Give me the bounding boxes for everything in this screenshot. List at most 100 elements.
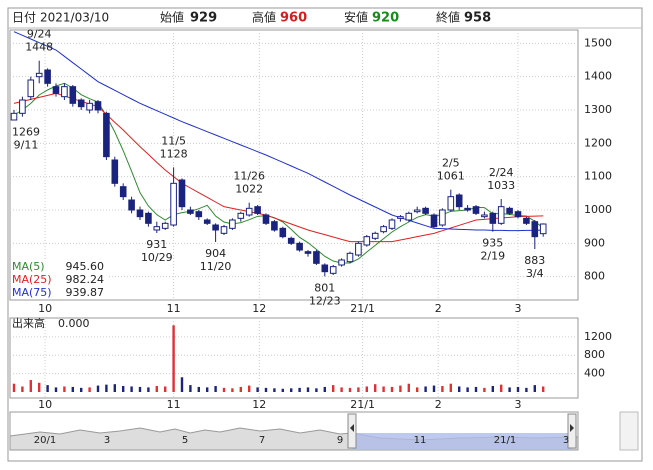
navigator-handle-left[interactable] <box>347 413 357 449</box>
navigator-label: 7 <box>259 435 265 446</box>
x-tick-label: 11 <box>167 302 181 315</box>
candle-body <box>313 251 320 264</box>
annotation-value: 935 <box>482 237 503 250</box>
volume-bar <box>542 386 545 392</box>
annotation-date: 9/24 <box>27 28 52 41</box>
legend-name: MA(5) <box>12 260 45 273</box>
candle-body <box>187 209 194 214</box>
volume-bar <box>248 385 251 392</box>
navigator-label: 21/1 <box>494 435 516 446</box>
volume-bar <box>315 388 318 392</box>
volume-bar <box>474 386 478 392</box>
candle-body <box>262 214 270 224</box>
annotation-value: 1022 <box>235 183 263 196</box>
volume-bar <box>424 386 427 392</box>
low: 920 <box>372 11 399 26</box>
annotation-value: 883 <box>524 254 545 267</box>
y-tick-label: 1200 <box>584 330 612 343</box>
candle-body <box>447 196 455 211</box>
legend-name: MA(75) <box>12 286 52 299</box>
candle-body <box>497 206 505 224</box>
candle-body <box>539 223 547 235</box>
candle-body <box>245 207 253 216</box>
candle-body <box>161 222 169 229</box>
x-tick-label: 12 <box>252 398 266 411</box>
volume-bar <box>88 387 91 392</box>
candle-body <box>195 211 203 218</box>
volume-bar <box>466 387 469 392</box>
low-label: 安値 <box>344 10 368 25</box>
volume-bar <box>458 386 461 392</box>
annotation-date: 11/5 <box>161 134 186 147</box>
volume-bar <box>516 386 520 392</box>
candle-body <box>472 206 480 214</box>
candle-body <box>439 209 446 226</box>
candle-body <box>128 199 135 211</box>
volume-bar <box>222 387 226 392</box>
candle-body <box>153 226 161 231</box>
close: 958 <box>464 11 491 26</box>
volume-bar <box>231 388 234 392</box>
navigator-label: 9 <box>337 435 343 446</box>
annotation-value: 801 <box>314 281 335 294</box>
handle-arrow <box>350 424 354 432</box>
candle-body <box>338 259 345 266</box>
open-label: 始値 <box>160 10 184 25</box>
candle-body <box>346 252 354 263</box>
x-tick-label: 3 <box>515 398 522 411</box>
annotation-date: 10/29 <box>141 251 173 264</box>
annotation-date: 11/20 <box>200 260 232 273</box>
volume-bar <box>348 387 352 392</box>
y-tick-label: 800 <box>584 270 605 283</box>
y-tick-label: 1000 <box>584 203 612 216</box>
candle-body <box>523 217 530 224</box>
y-tick-label: 800 <box>584 348 605 361</box>
volume-bar <box>189 385 192 392</box>
annotation-date: 3/4 <box>526 267 544 280</box>
y-tick-label: 1500 <box>584 36 612 49</box>
candle-body <box>329 266 337 274</box>
x-tick-label: 2 <box>435 302 442 315</box>
candle-body <box>397 216 404 219</box>
annotation-date: 11/26 <box>233 170 265 183</box>
legend-value: 939.87 <box>66 286 105 299</box>
volume-bar <box>390 386 394 392</box>
candle-body <box>380 226 387 233</box>
close-label: 終値 <box>436 10 460 25</box>
high-label: 高値 <box>252 10 276 25</box>
volume-bar <box>138 386 142 392</box>
date: 2021/03/10 <box>40 11 109 25</box>
candle-body <box>514 211 522 218</box>
annotation-date: 2/5 <box>442 157 460 170</box>
candle-body <box>237 212 245 219</box>
x-tick-label: 21/1 <box>350 302 375 315</box>
volume-bar <box>113 384 116 392</box>
volume-bar <box>508 387 511 392</box>
x-tick-label: 21/1 <box>350 398 375 411</box>
candle-body <box>145 212 152 224</box>
navigator-label: 5 <box>182 435 188 446</box>
scroll-button[interactable] <box>619 411 639 451</box>
volume-value: 0.000 <box>58 317 90 330</box>
volume-bar <box>298 387 301 392</box>
navigator-selection[interactable] <box>352 433 572 450</box>
volume-bar <box>197 386 200 392</box>
legend-name: MA(25) <box>12 273 52 286</box>
candle-body <box>254 206 261 214</box>
candle-body <box>69 86 77 104</box>
candle-body <box>279 227 287 238</box>
candle-body <box>481 214 488 218</box>
candle-body <box>103 112 110 158</box>
candle-body <box>405 212 413 221</box>
volume-bar <box>122 386 125 392</box>
navigator-handle-right[interactable] <box>567 413 577 449</box>
candle-body <box>27 79 35 98</box>
candle-body <box>212 224 219 231</box>
annotation-value: 1033 <box>487 179 515 192</box>
navigator-label: 3 <box>563 435 569 446</box>
candle-body <box>94 101 102 111</box>
candle-body <box>413 209 421 213</box>
candle-body <box>287 237 295 244</box>
navigator-label: 20/1 <box>34 435 56 446</box>
annotation-date: 2/24 <box>489 166 514 179</box>
